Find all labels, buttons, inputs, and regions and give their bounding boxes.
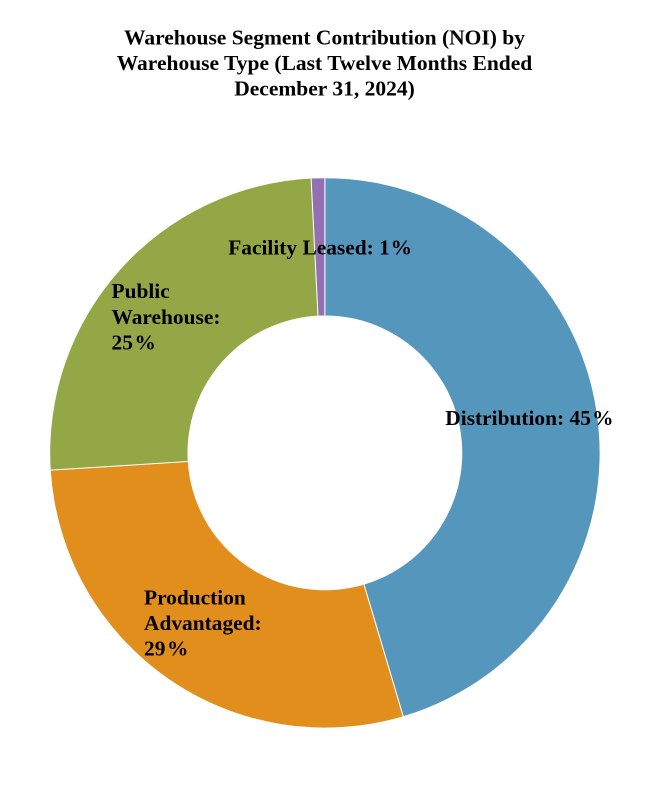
svg-text:Public: Public: [112, 279, 170, 303]
svg-text:Advantaged:: Advantaged:: [144, 611, 262, 635]
svg-text:Distribution: 45%: Distribution: 45%: [445, 406, 613, 430]
svg-text:25%: 25%: [112, 330, 156, 354]
svg-text:Facility Leased: 1%: Facility Leased: 1%: [228, 236, 412, 260]
svg-text:December 31, 2024): December 31, 2024): [234, 76, 415, 100]
svg-text:Warehouse:: Warehouse:: [112, 305, 221, 329]
svg-text:Warehouse Segment Contribution: Warehouse Segment Contribution (NOI) by: [124, 25, 525, 49]
svg-text:Warehouse Type (Last Twelve Mo: Warehouse Type (Last Twelve Months Ended: [117, 51, 533, 75]
svg-text:29%: 29%: [144, 636, 188, 660]
svg-text:Production: Production: [144, 585, 246, 609]
